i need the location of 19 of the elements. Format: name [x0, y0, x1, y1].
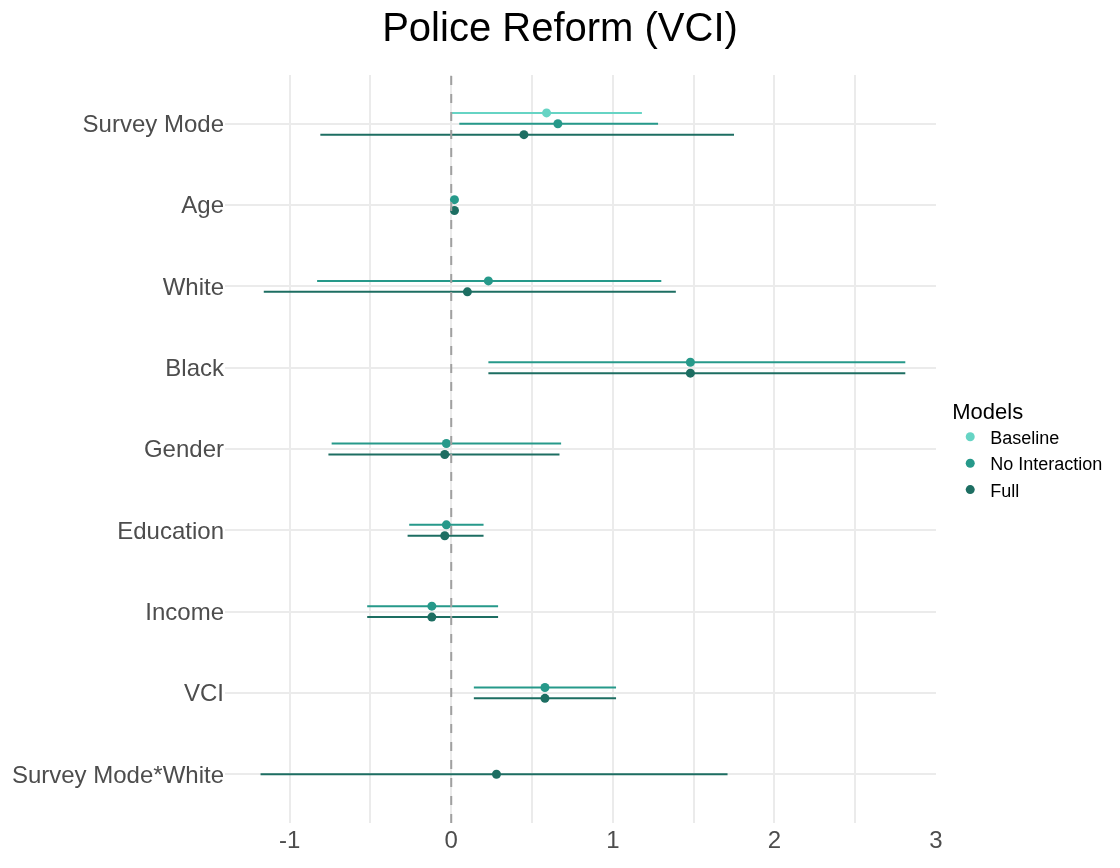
y-tick-label: Education	[117, 516, 224, 544]
y-tick-label: Age	[181, 191, 224, 219]
x-tick-label: 2	[767, 826, 782, 853]
x-tick-label: -1	[278, 826, 301, 853]
x-tick-label: 1	[606, 826, 620, 853]
legend-title: Models	[952, 398, 1024, 424]
legend-label: Full	[990, 480, 1020, 501]
x-tick-label: 0	[444, 826, 458, 853]
chart-title: Police Reform (VCI)	[382, 5, 738, 50]
y-tick-label: Survey Mode	[82, 110, 224, 138]
x-tick-label: 3	[929, 826, 943, 853]
legend-label: No Interaction	[990, 454, 1103, 475]
legend-label: Baseline	[990, 427, 1060, 448]
y-tick-label: Black	[165, 354, 225, 382]
y-tick-label: Income	[145, 598, 224, 626]
y-tick-label: Survey Mode*White	[11, 760, 224, 788]
y-tick-label: White	[162, 272, 224, 300]
y-tick-label: Gender	[143, 435, 224, 463]
y-tick-label: VCI	[183, 679, 224, 707]
